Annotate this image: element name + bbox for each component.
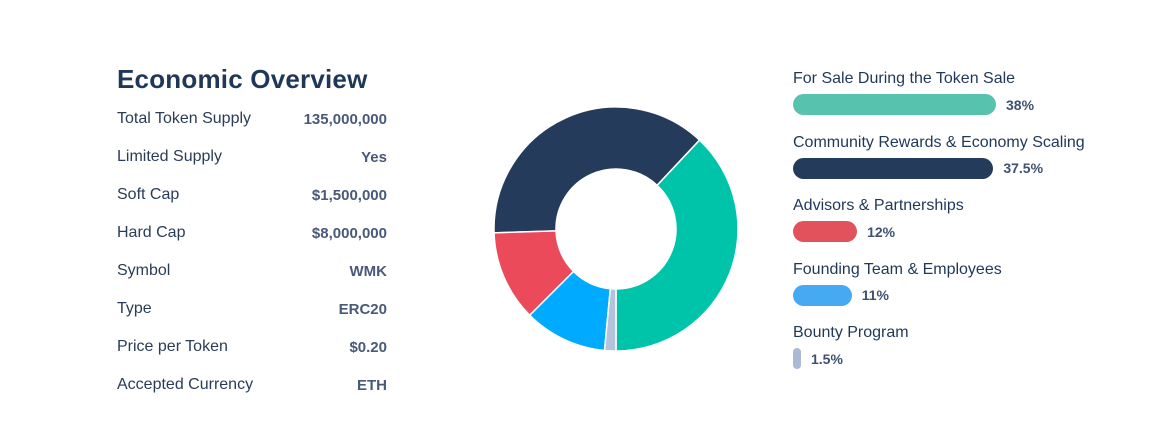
row-value: $8,000,000 [311, 224, 387, 242]
overview-row-symbol: Symbol WMK [117, 252, 387, 290]
legend-bar [793, 221, 858, 242]
row-label: Hard Cap [117, 224, 186, 241]
overview-row-total-supply: Total Token Supply 135,000,000 [117, 100, 387, 138]
legend-item-bounty: Bounty Program 1.5% [793, 322, 1133, 386]
row-label: Accepted Currency [117, 376, 254, 393]
row-value: $0.20 [349, 338, 387, 356]
overview-row-price: Price per Token $0.20 [117, 328, 387, 366]
legend-percent: 38% [1006, 96, 1035, 113]
legend-bar [793, 94, 996, 115]
legend-bar-row: 37.5% [793, 157, 1133, 179]
row-value: 135,000,000 [303, 110, 387, 128]
legend-label: Founding Team & Employees [793, 260, 1002, 278]
overview-row-limited-supply: Limited Supply Yes [117, 138, 387, 176]
slice-community-rewards [493, 106, 701, 234]
legend-bar [793, 348, 801, 369]
legend-bar [793, 157, 994, 179]
legend-bar-row: 38% [793, 94, 1133, 115]
overview-row-hard-cap: Hard Cap $8,000,000 [117, 214, 387, 252]
row-value: Yes [361, 148, 387, 166]
legend-bar [793, 284, 852, 306]
overview-title: Economic Overview [117, 64, 368, 94]
row-label: Soft Cap [117, 186, 180, 203]
overview-row-currency: Accepted Currency ETH [117, 366, 387, 404]
legend-item-token-sale: For Sale During the Token Sale 38% [793, 68, 1133, 132]
row-label: Price per Token [117, 338, 228, 355]
row-label: Total Token Supply [117, 110, 252, 127]
legend-percent: 37.5% [1003, 160, 1044, 176]
legend-label: For Sale During the Token Sale [793, 70, 1016, 87]
legend-bar-row: 11% [793, 284, 1133, 306]
slice-bounty [603, 287, 617, 352]
legend-percent: 11% [861, 287, 889, 303]
economic-overview: Economic Overview Total Token Supply 135… [117, 62, 387, 404]
distribution-legend: For Sale During the Token Sale 38% Commu… [793, 68, 1133, 386]
row-value: ETH [357, 376, 387, 394]
token-distribution-donut-chart [493, 106, 739, 352]
row-value: WMK [349, 262, 388, 280]
legend-bar-row: 1.5% [793, 348, 1133, 369]
legend-item-advisors: Advisors & Partnerships 12% [793, 195, 1133, 259]
legend-percent: 12% [867, 223, 896, 240]
legend-label: Community Rewards & Economy Scaling [793, 133, 1085, 151]
row-label: Limited Supply [117, 148, 222, 165]
slice-token-sale [615, 139, 739, 352]
overview-table: Total Token Supply 135,000,000 Limited S… [117, 100, 387, 404]
legend-label: Advisors & Partnerships [793, 197, 964, 214]
row-value: ERC20 [338, 300, 387, 318]
row-label: Type [117, 300, 152, 317]
row-label: Symbol [117, 262, 171, 279]
row-value: $1,500,000 [311, 186, 387, 204]
legend-item-community-rewards: Community Rewards & Economy Scaling 37.5… [793, 132, 1133, 196]
overview-row-soft-cap: Soft Cap $1,500,000 [117, 176, 387, 214]
legend-item-founding-team: Founding Team & Employees 11% [793, 259, 1133, 323]
overview-row-type: Type ERC20 [117, 290, 387, 328]
legend-percent: 1.5% [811, 350, 843, 367]
legend-label: Bounty Program [793, 324, 909, 341]
legend-bar-row: 12% [793, 221, 1133, 242]
